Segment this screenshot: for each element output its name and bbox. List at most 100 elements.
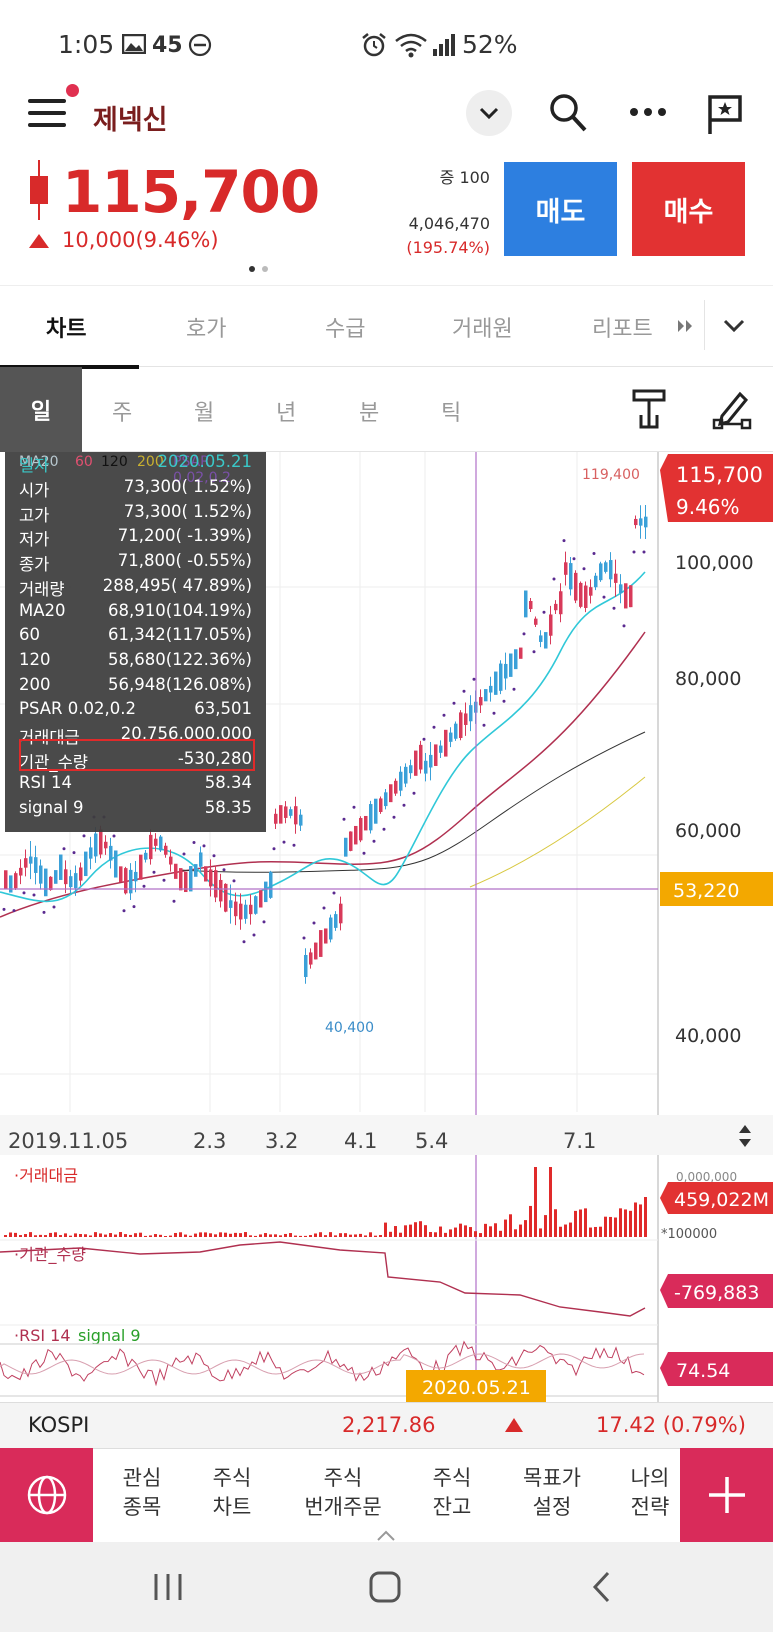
trading-value-bar xyxy=(474,1231,477,1237)
candle-body xyxy=(459,712,463,738)
current-pct-tag-value: 9.46% xyxy=(676,495,740,519)
indicator-settings-icon[interactable] xyxy=(632,389,666,429)
tab-orderbook[interactable]: 호가 xyxy=(186,317,227,342)
flag-star-icon[interactable] xyxy=(706,94,746,136)
nav-quick-order[interactable]: 주식 번개주문 xyxy=(296,1464,390,1522)
tab-supply[interactable]: 수급 xyxy=(325,317,366,342)
trading-value-bar xyxy=(634,1202,637,1237)
globe-button[interactable] xyxy=(0,1448,93,1542)
psar-dot xyxy=(42,910,46,914)
menu-icon[interactable] xyxy=(20,92,74,136)
tooltip-key: 거래량 xyxy=(19,579,65,599)
period-minute[interactable]: 분 xyxy=(359,401,380,426)
more-icon[interactable] xyxy=(628,106,668,118)
recent-apps-icon[interactable] xyxy=(152,1572,184,1602)
axis-resize-icon[interactable] xyxy=(739,1125,751,1147)
stock-name[interactable]: 제넥신 xyxy=(93,105,168,136)
trading-value-bar xyxy=(429,1231,432,1237)
candle-icon xyxy=(30,160,48,220)
home-icon[interactable] xyxy=(368,1570,402,1604)
nav-stock-chart[interactable]: 주식 차트 xyxy=(202,1464,262,1522)
candle-body xyxy=(464,713,468,725)
psar-dot xyxy=(182,852,186,856)
period-month[interactable]: 월 xyxy=(194,401,215,426)
nav-label: 전략 xyxy=(630,1495,670,1519)
stock-dropdown-button[interactable] xyxy=(466,90,512,136)
candle-body xyxy=(544,632,548,649)
legend-200: 200 xyxy=(137,454,164,470)
trading-value-bar xyxy=(219,1232,222,1237)
tab-broker[interactable]: 거래원 xyxy=(452,317,513,342)
candle-body xyxy=(279,805,283,824)
candle-body xyxy=(39,865,43,884)
trading-value-bar xyxy=(384,1222,387,1237)
period-week[interactable]: 주 xyxy=(112,401,133,426)
psar-dot xyxy=(122,909,126,913)
current-price-tag xyxy=(660,454,773,522)
trading-value-bar xyxy=(314,1233,317,1237)
legend-psar: PSAR 0.02,0.2 xyxy=(173,454,231,486)
price-chart[interactable]: 181 100,000 80,000 60,000 40,000 115,700… xyxy=(0,452,773,1402)
tab-report[interactable]: 리포트 xyxy=(592,317,653,342)
date-tick: 4.1 xyxy=(344,1129,377,1153)
chevron-down-icon xyxy=(479,107,499,120)
trading-value-bar xyxy=(544,1215,547,1237)
draw-tool-icon[interactable] xyxy=(712,388,752,430)
candle-body xyxy=(184,871,188,893)
buy-button[interactable]: 매수 xyxy=(632,162,745,256)
trading-value-bar xyxy=(389,1231,392,1237)
trading-value-bar xyxy=(114,1234,117,1237)
candle-body xyxy=(359,818,363,841)
notification-dot xyxy=(66,84,79,97)
period-year[interactable]: 년 xyxy=(276,401,297,426)
nav-target-price[interactable]: 목표가 설정 xyxy=(516,1464,588,1522)
kospi-ticker[interactable]: KOSPI 2,217.86 17.42 (0.79%) xyxy=(0,1402,773,1448)
trading-value-bar xyxy=(214,1234,217,1237)
search-icon[interactable] xyxy=(548,92,588,134)
psar-dot xyxy=(82,834,86,838)
add-button[interactable] xyxy=(680,1448,773,1542)
trading-value-bar xyxy=(439,1226,442,1237)
tooltip-row: 기관_수량 -530,280 xyxy=(19,749,252,773)
candle-body xyxy=(114,850,118,878)
sell-button[interactable]: 매도 xyxy=(504,162,617,256)
trading-value-bar xyxy=(449,1229,452,1237)
candle-body xyxy=(99,829,103,855)
notification-count: 45 xyxy=(152,33,183,58)
trading-value-bar xyxy=(324,1235,327,1237)
sub1-value: 459,022M xyxy=(674,1189,769,1211)
nav-watchlist[interactable]: 관심 종목 xyxy=(112,1464,172,1522)
period-tick[interactable]: 틱 xyxy=(441,401,462,426)
tooltip-key: signal 9 xyxy=(19,798,84,818)
back-icon[interactable] xyxy=(590,1570,614,1604)
candle-body xyxy=(479,697,483,706)
scroll-right-icon[interactable] xyxy=(676,318,694,334)
tabs-expand-icon[interactable] xyxy=(722,318,746,334)
chevron-up-icon[interactable] xyxy=(376,1530,396,1542)
sub1-unit: *100000 xyxy=(661,1227,717,1242)
candle-body xyxy=(399,771,403,791)
trading-value-bar xyxy=(134,1233,137,1237)
nav-my-strategy[interactable]: 나의 전략 xyxy=(622,1464,678,1522)
candle-body xyxy=(14,873,18,889)
tooltip-row: signal 9 58.35 xyxy=(19,798,252,822)
period-bar xyxy=(0,367,773,452)
candle-body xyxy=(294,806,298,825)
period-day[interactable]: 일 xyxy=(0,367,82,452)
tooltip-value: 63,501 xyxy=(194,699,252,719)
psar-dot xyxy=(582,567,586,571)
trading-value-bar xyxy=(454,1227,457,1237)
trading-value-bar xyxy=(514,1229,517,1237)
candle-body xyxy=(389,784,393,803)
psar-dot xyxy=(32,893,36,897)
tab-chart[interactable]: 차트 xyxy=(46,317,87,342)
sub1-top-tick: 0,000,000 xyxy=(676,1170,737,1184)
trading-value-bar xyxy=(414,1222,417,1237)
trading-value-bar xyxy=(614,1217,617,1237)
tooltip-key: RSI 14 xyxy=(19,773,73,793)
trading-value-bar xyxy=(29,1232,32,1237)
nav-balance[interactable]: 주식 잔고 xyxy=(422,1464,482,1522)
psar-dot xyxy=(412,791,416,795)
trading-value-bar xyxy=(39,1234,42,1237)
candle-body xyxy=(139,854,143,880)
